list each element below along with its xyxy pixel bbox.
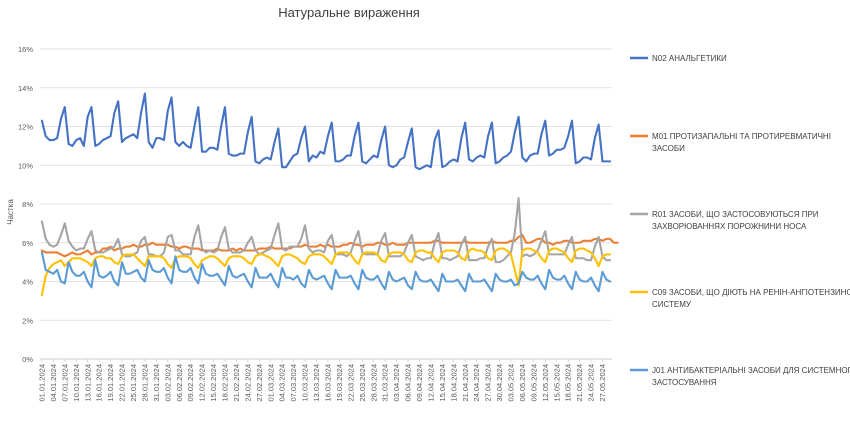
y-tick-label: 12% [18,123,33,132]
x-tick-label: 07.01.2024 [60,364,69,402]
x-tick-label: 06.02.2024 [175,364,184,402]
series-line-1 [40,92,612,171]
x-tick-label: 24.05.2024 [587,364,596,402]
legend: N02 АНАЛЬГЕТИКИ M01 ПРОТИЗАПАЛЬНІ ТА ПРОТ… [630,54,850,387]
x-tick-label: 04.03.2024 [278,364,287,402]
x-tick-label: 27.04.2024 [484,364,493,402]
x-tick-label: 12.04.2024 [426,364,435,402]
x-tick-label: 27.05.2024 [598,364,607,402]
x-tick-label: 31.01.2024 [152,364,161,402]
series-line-5 [40,251,612,293]
x-tick-label: 24.02.2024 [243,364,252,402]
x-tick-label: 25.01.2024 [129,364,138,402]
x-tick-label: 07.03.2024 [289,364,298,402]
x-tick-label: 10.01.2024 [72,364,81,402]
legend-item-5: J01 АНТИБАКТЕРІАЛЬНІ ЗАСОБИ ДЛЯ СИСТЕМНО… [630,366,850,387]
x-tick-label: 01.03.2024 [266,364,275,402]
x-tick-label: 19.03.2024 [335,364,344,402]
y-axis-label: Частка [6,199,15,225]
y-tick-label: 4% [22,278,33,287]
series-line-4 [40,247,612,297]
x-tick-label: 16.03.2024 [324,364,333,402]
legend-item-4: C09 ЗАСОБИ, ЩО ДІЮТЬ НА РЕНІН-АНГІОТЕНЗИ… [630,288,850,309]
legend-item-2: M01 ПРОТИЗАПАЛЬНІ ТА ПРОТИРЕВМАТИЧНІ ЗАСО… [630,132,831,153]
x-tick-label: 22.01.2024 [118,364,127,402]
x-tick-label: 13.01.2024 [83,364,92,402]
x-tick-label: 25.03.2024 [358,364,367,402]
x-tick-label: 18.05.2024 [564,364,573,402]
x-axis-ticks: 01.01.2024 04.01.2024 07.01.2024 10.01.2024… [38,359,607,402]
y-tick-label: 0% [22,355,33,364]
x-tick-label: 21.04.2024 [461,364,470,402]
x-tick-label: 09.05.2024 [529,364,538,402]
x-tick-label: 12.05.2024 [541,364,550,402]
y-tick-label: 14% [18,84,33,93]
x-tick-label: 22.03.2024 [346,364,355,402]
y-axis-ticks: 0% 2% 4% 6% 8% 10% 12% 14% 16% [18,45,33,364]
x-tick-label: 06.05.2024 [518,364,527,402]
x-tick-label: 31.03.2024 [381,364,390,402]
legend-label: J01 АНТИБАКТЕРІАЛЬНІ ЗАСОБИ ДЛЯ СИСТЕМНО… [652,366,850,387]
legend-label: N02 АНАЛЬГЕТИКИ [652,54,727,63]
x-tick-label: 28.03.2024 [369,364,378,402]
y-tick-label: 2% [22,316,33,325]
x-tick-label: 15.05.2024 [552,364,561,402]
legend-label: R01 ЗАСОБИ, ЩО ЗАСТОСОВУЮТЬСЯ ПРИ ЗАХВОРЮ… [652,210,819,231]
x-tick-label: 03.05.2024 [507,364,516,402]
x-tick-label: 15.04.2024 [438,364,447,402]
x-tick-label: 27.02.2024 [255,364,264,402]
y-tick-label: 8% [22,200,33,209]
x-tick-label: 24.04.2024 [472,364,481,402]
x-tick-label: 10.03.2024 [301,364,310,402]
x-tick-label: 30.04.2024 [495,364,504,402]
x-tick-label: 01.01.2024 [38,364,47,402]
x-tick-label: 04.01.2024 [49,364,58,402]
y-tick-label: 6% [22,239,33,248]
x-tick-label: 15.02.2024 [209,364,218,402]
chart-title: Натуральне вираження [278,5,420,20]
series-line-3 [40,197,612,264]
x-tick-label: 12.02.2024 [198,364,207,402]
x-tick-label: 06.04.2024 [404,364,413,402]
series-lines [40,92,619,297]
x-tick-label: 03.02.2024 [163,364,172,402]
x-tick-label: 03.04.2024 [392,364,401,402]
x-tick-label: 28.01.2024 [140,364,149,402]
y-tick-label: 10% [18,161,33,170]
legend-item-1: N02 АНАЛЬГЕТИКИ [630,54,727,63]
x-tick-label: 09.02.2024 [186,364,195,402]
x-tick-label: 18.04.2024 [449,364,458,402]
x-tick-label: 13.03.2024 [312,364,321,402]
legend-label: M01 ПРОТИЗАПАЛЬНІ ТА ПРОТИРЕВМАТИЧНІ ЗАСО… [652,132,831,153]
x-tick-label: 21.02.2024 [232,364,241,402]
x-tick-label: 19.01.2024 [106,364,115,402]
x-tick-label: 18.02.2024 [221,364,230,402]
x-tick-label: 09.04.2024 [415,364,424,402]
y-tick-label: 16% [18,45,33,54]
gridlines [40,48,612,360]
x-tick-label: 16.01.2024 [95,364,104,402]
x-tick-label: 21.05.2024 [575,364,584,402]
legend-item-3: R01 ЗАСОБИ, ЩО ЗАСТОСОВУЮТЬСЯ ПРИ ЗАХВОРЮ… [630,210,819,231]
legend-label: C09 ЗАСОБИ, ЩО ДІЮТЬ НА РЕНІН-АНГІОТЕНЗИ… [652,288,850,309]
